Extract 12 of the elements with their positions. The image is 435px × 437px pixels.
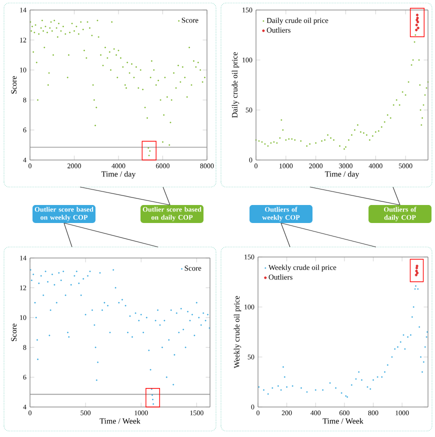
y-axis-title: Score xyxy=(11,324,17,342)
point xyxy=(416,264,418,268)
x-axis-title: Time / day xyxy=(101,171,136,178)
y-axis-title: Score xyxy=(11,76,17,94)
x-axis-title: Time / day xyxy=(324,171,360,178)
y-axis-title: Weekly crude oil price xyxy=(234,296,242,368)
point xyxy=(415,266,418,270)
x-axis-title: Time / Week xyxy=(322,418,364,424)
point xyxy=(414,274,418,276)
x-axis-title: Time / Week xyxy=(100,418,140,424)
point xyxy=(416,272,419,274)
y-axis-title: Daily crude oil price xyxy=(232,52,240,118)
